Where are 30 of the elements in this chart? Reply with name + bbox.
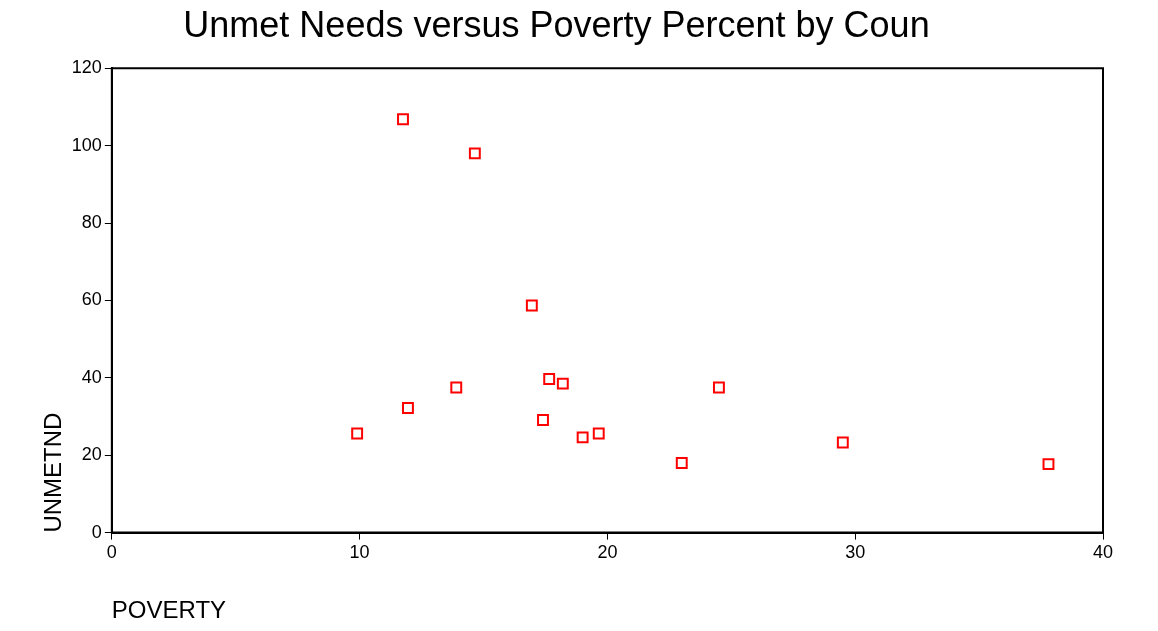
- point: [468, 147, 481, 160]
- x-tick-label: 40: [1092, 542, 1114, 563]
- point: [1042, 458, 1055, 471]
- y-tick-label: 60: [81, 289, 102, 310]
- chart-title: Unmet Needs versus Poverty Percent by Coun: [183, 3, 930, 45]
- point: [576, 431, 589, 444]
- x-tick-label: 0: [106, 542, 117, 563]
- x-tick-label: 10: [349, 542, 370, 563]
- y-tick-label: 0: [91, 521, 102, 542]
- point: [836, 436, 849, 449]
- x-tick-label: 30: [845, 542, 866, 563]
- x-axis-title: POVERTY: [111, 596, 227, 624]
- point: [556, 377, 569, 390]
- point: [450, 381, 463, 394]
- point: [592, 427, 605, 440]
- y-tick-label: 120: [71, 57, 102, 78]
- y-tick-label: 20: [81, 444, 102, 465]
- point: [537, 414, 549, 426]
- y-tick-label: 80: [81, 211, 102, 232]
- y-axis-title: UNMETND: [39, 412, 67, 533]
- point: [675, 456, 688, 469]
- y-tick-label: 100: [71, 134, 102, 155]
- point: [401, 402, 414, 414]
- point: [351, 427, 364, 440]
- y-tick-label: 40: [81, 366, 102, 387]
- x-tick-label: 20: [597, 542, 618, 563]
- point: [525, 299, 538, 312]
- point: [543, 373, 556, 385]
- point: [712, 381, 725, 394]
- point: [397, 113, 409, 126]
